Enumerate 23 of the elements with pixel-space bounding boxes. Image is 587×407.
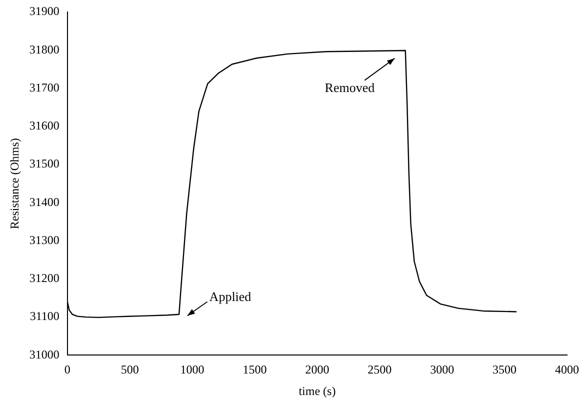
y-tick-label: 31900 — [29, 4, 60, 18]
x-tick-label: 3500 — [492, 362, 517, 377]
x-tick-label: 1500 — [242, 362, 267, 377]
x-tick-label: 4000 — [555, 362, 579, 377]
x-tick-label: 2500 — [368, 362, 392, 377]
y-tick-label: 31200 — [29, 271, 60, 286]
y-tick-label: 31400 — [29, 194, 60, 209]
x-tick-label: 500 — [120, 362, 139, 377]
y-tick-label: 31800 — [29, 42, 60, 56]
y-tick-label: 31700 — [29, 80, 60, 94]
x-tick-label: 0 — [64, 362, 70, 377]
annotation: Removed — [324, 80, 376, 95]
y-axis-title: Resistance (Ohms) — [7, 138, 22, 230]
y-tick-label: 31100 — [30, 309, 60, 324]
x-tick-label: 1000 — [180, 362, 204, 377]
x-tick-label: 3000 — [430, 362, 454, 377]
y-tick-label: 31300 — [29, 232, 60, 247]
x-tick-label: 2000 — [305, 362, 330, 377]
y-tick-label: 31600 — [29, 118, 60, 133]
y-tick-label: 31500 — [29, 156, 60, 171]
y-tick-label: 31000 — [29, 347, 60, 362]
annotation: Applied — [209, 289, 252, 304]
x-axis-title: time (s) — [298, 384, 336, 398]
